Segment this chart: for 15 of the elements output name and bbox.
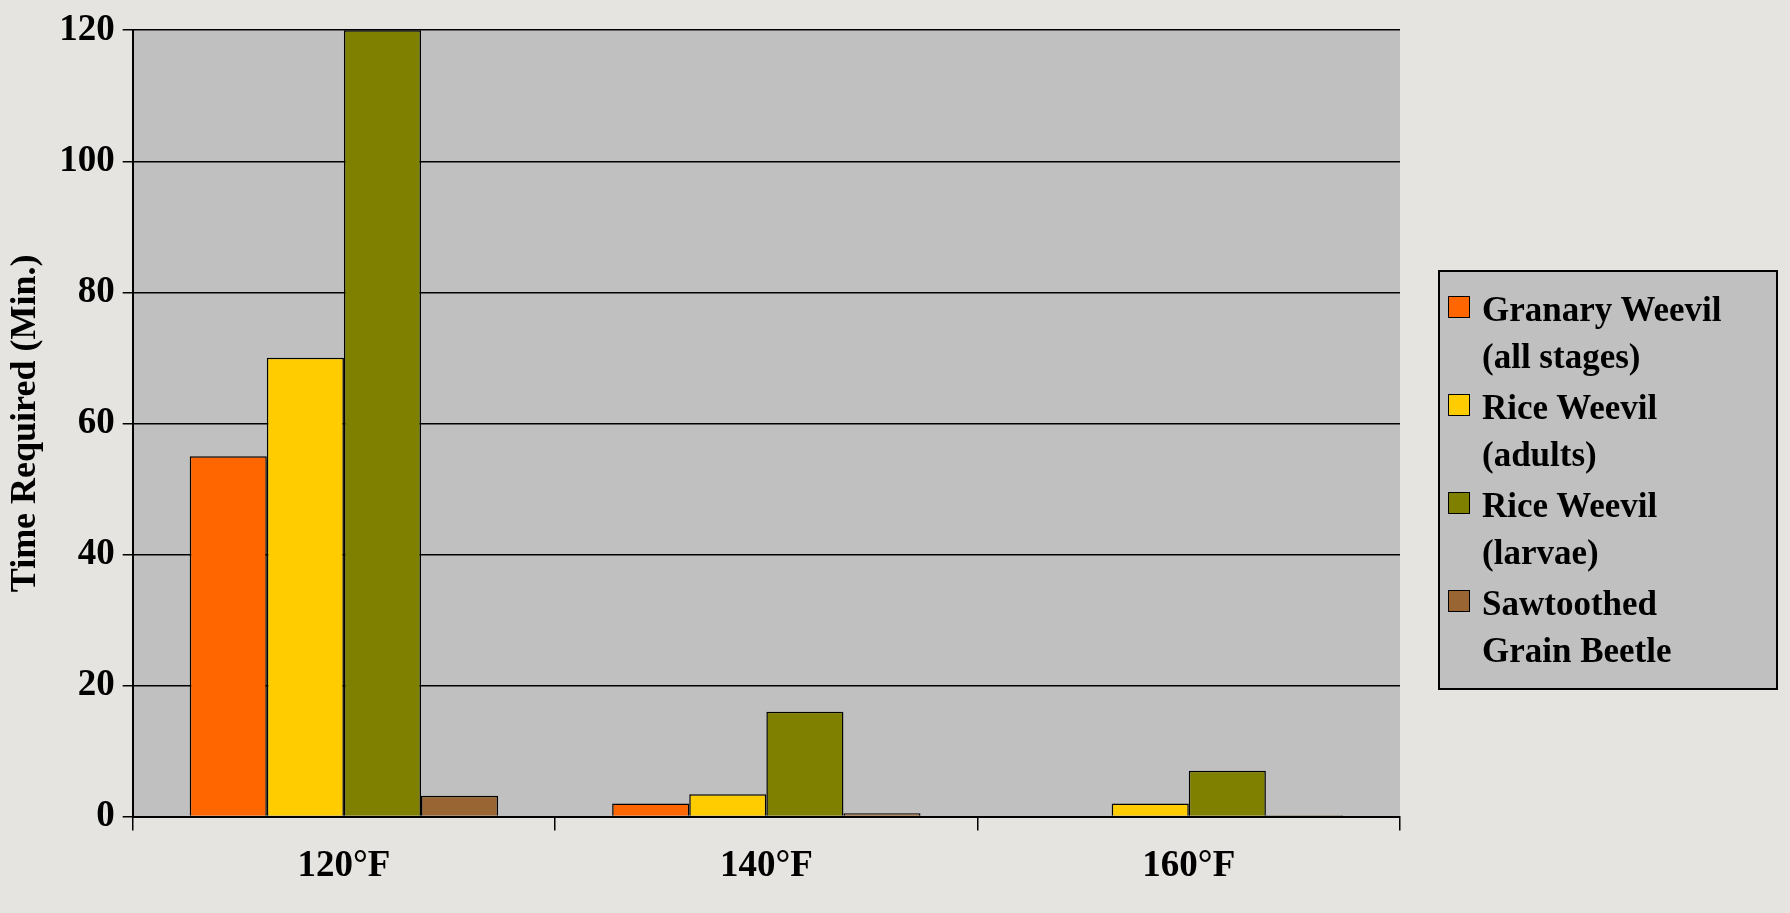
legend-label: Sawtoothed Grain Beetle [1482, 583, 1673, 672]
y-tick-label: 40 [77, 531, 115, 573]
legend-label: Granary Weevil (all stages) [1482, 289, 1723, 378]
y-tick-label: 60 [77, 399, 115, 441]
y-tick-label: 100 [59, 137, 115, 179]
legend-label: Rice Weevil (larvae) [1482, 485, 1659, 574]
legend-label: Rice Weevil (adults) [1482, 387, 1659, 476]
y-tick-label: 0 [96, 793, 115, 835]
y-axis-title: Time Required (Min.) [2, 254, 43, 593]
x-tick-label: 140°F [719, 843, 813, 885]
y-tick-label: 120 [59, 6, 115, 48]
x-tick-label: 160°F [1142, 843, 1236, 885]
x-tick-label: 120°F [297, 843, 391, 885]
y-tick-label: 80 [77, 268, 115, 310]
y-tick-label: 20 [77, 662, 115, 704]
